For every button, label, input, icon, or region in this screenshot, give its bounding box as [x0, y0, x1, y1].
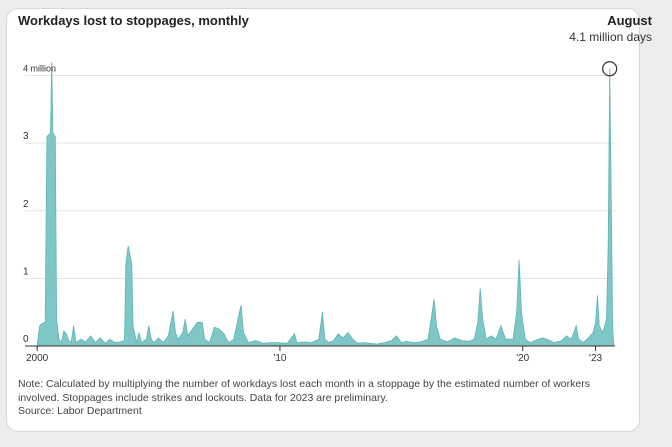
x-tick-label-2020: '20 — [516, 353, 529, 364]
y-axis: 0 1 2 3 4 million — [23, 64, 56, 345]
y-tick-label-2: 2 — [23, 199, 29, 210]
y-tick-label-4: 4 million — [23, 64, 56, 74]
x-tick-label-2000: 2000 — [26, 353, 49, 364]
x-axis: 2000 '10 '20 '23 — [25, 345, 615, 364]
gridlines — [25, 75, 615, 279]
y-tick-label-0: 0 — [23, 334, 29, 345]
highlight-layer — [602, 61, 618, 77]
chart-title: Workdays lost to stoppages, monthly — [18, 13, 249, 28]
annotation-value: 4.1 million days — [569, 30, 652, 44]
annotation-month: August — [607, 13, 652, 28]
series-area — [36, 61, 615, 347]
y-tick-label-3: 3 — [23, 131, 29, 142]
y-tick-label-1: 1 — [23, 266, 29, 277]
chart-note: Note: Calculated by multiplying the numb… — [18, 378, 590, 404]
area-layer — [36, 61, 615, 347]
chart-card — [6, 8, 640, 432]
chart-source: Source: Labor Department — [18, 405, 142, 417]
x-tick-label-2023: '23 — [589, 353, 602, 364]
x-tick-label-2010: '10 — [273, 353, 286, 364]
highlight-circle — [602, 61, 618, 77]
